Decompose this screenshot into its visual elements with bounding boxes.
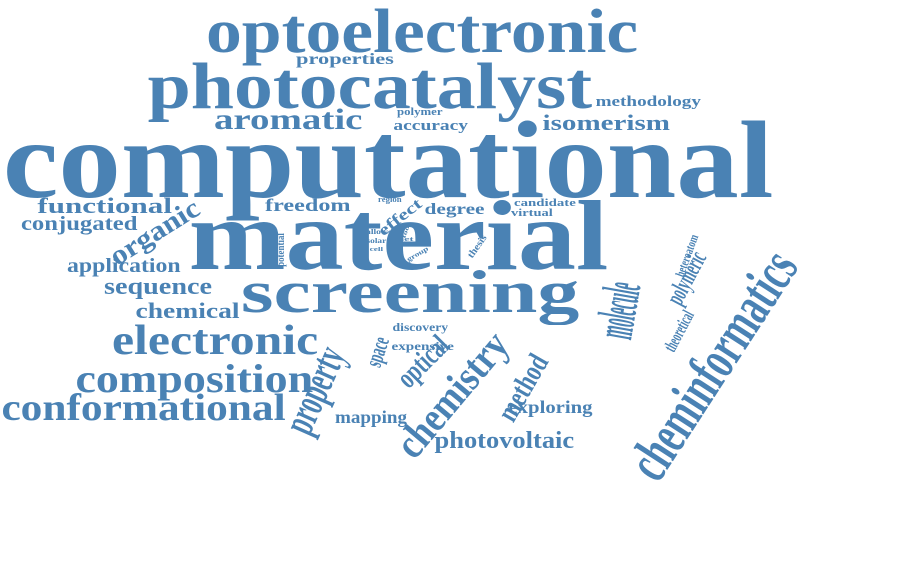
word-isomerism: isomerism <box>542 110 670 135</box>
word-allow: allow <box>366 227 388 236</box>
word-material: material <box>188 180 608 291</box>
word-computational: computational <box>2 99 774 221</box>
word-conjugated: conjugated <box>20 213 138 235</box>
word-methodology: methodology <box>595 93 701 110</box>
word-cell: cell <box>369 247 383 253</box>
word-aromatic: aromatic <box>213 103 363 136</box>
word-screening: screening <box>240 259 580 325</box>
word-freedom: freedom <box>265 195 351 215</box>
word-space: space <box>360 333 396 371</box>
word-solar: solar <box>366 236 386 245</box>
word-region: region <box>378 195 402 204</box>
word-virtual: virtual <box>511 206 553 219</box>
word-mapping: mapping <box>334 407 408 427</box>
word-exploring: exploring <box>507 397 593 417</box>
word-cheminformatics: cheminformatics <box>614 238 811 492</box>
word-photovoltaic: photovoltaic <box>434 428 574 454</box>
word-properties: properties <box>296 51 394 68</box>
word-functional: functional <box>36 193 172 218</box>
word-accuracy: accuracy <box>392 117 468 134</box>
word-electronic: electronic <box>111 318 319 364</box>
word-polymeric: polymeric <box>659 246 712 310</box>
word-sequence: sequence <box>103 274 213 300</box>
word-expensive: expensive <box>390 339 454 353</box>
word-polymer: polymer <box>397 107 443 118</box>
word-molecule: molecule <box>583 277 653 343</box>
word-discovery: discovery <box>392 320 448 334</box>
word-chemical: chemical <box>134 298 240 323</box>
word-candidate: candidate <box>514 196 576 209</box>
word-application: application <box>67 255 181 277</box>
word-degree: degree <box>424 201 485 218</box>
word-photocatalyst: photocatalyst <box>147 50 593 123</box>
word-composition: composition <box>74 356 313 401</box>
word-conformational: conformational <box>0 387 286 429</box>
word-set: set <box>399 237 413 243</box>
word-optoelectronic: optoelectronic <box>206 0 639 66</box>
